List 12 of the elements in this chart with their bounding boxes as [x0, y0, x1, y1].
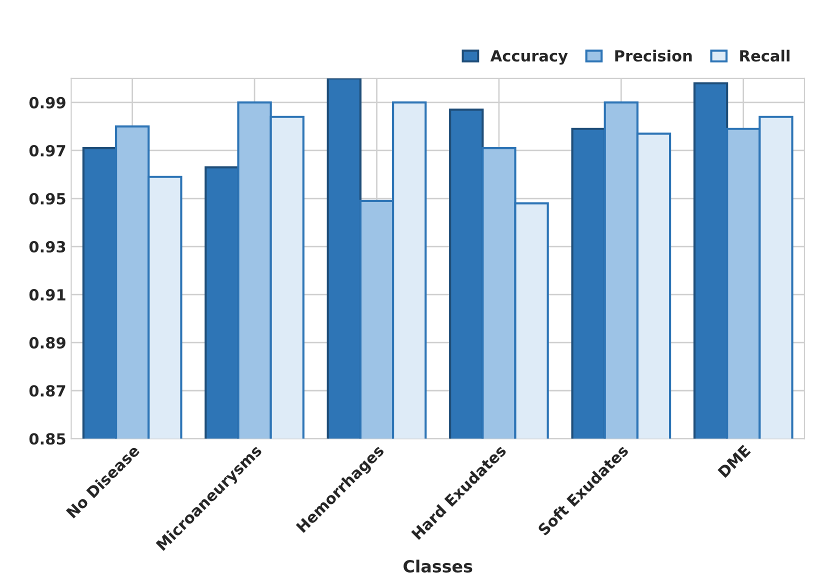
y-tick-label: 0.89: [29, 337, 66, 349]
y-tick-label: 0.91: [29, 289, 66, 301]
legend-label: Precision: [615, 50, 692, 62]
y-tick-label: 0.93: [29, 241, 66, 253]
y-tick-label: 0.85: [29, 433, 66, 445]
y-tick-label: 0.87: [29, 385, 66, 397]
legend-label: Accuracy: [490, 50, 568, 65]
y-tick-label: 0.99: [29, 96, 66, 108]
legend-label: Recall: [740, 50, 790, 62]
x-axis-title: Classes: [404, 560, 472, 573]
y-tick-label: 0.97: [29, 144, 66, 156]
y-tick-label: 0.95: [29, 192, 66, 205]
